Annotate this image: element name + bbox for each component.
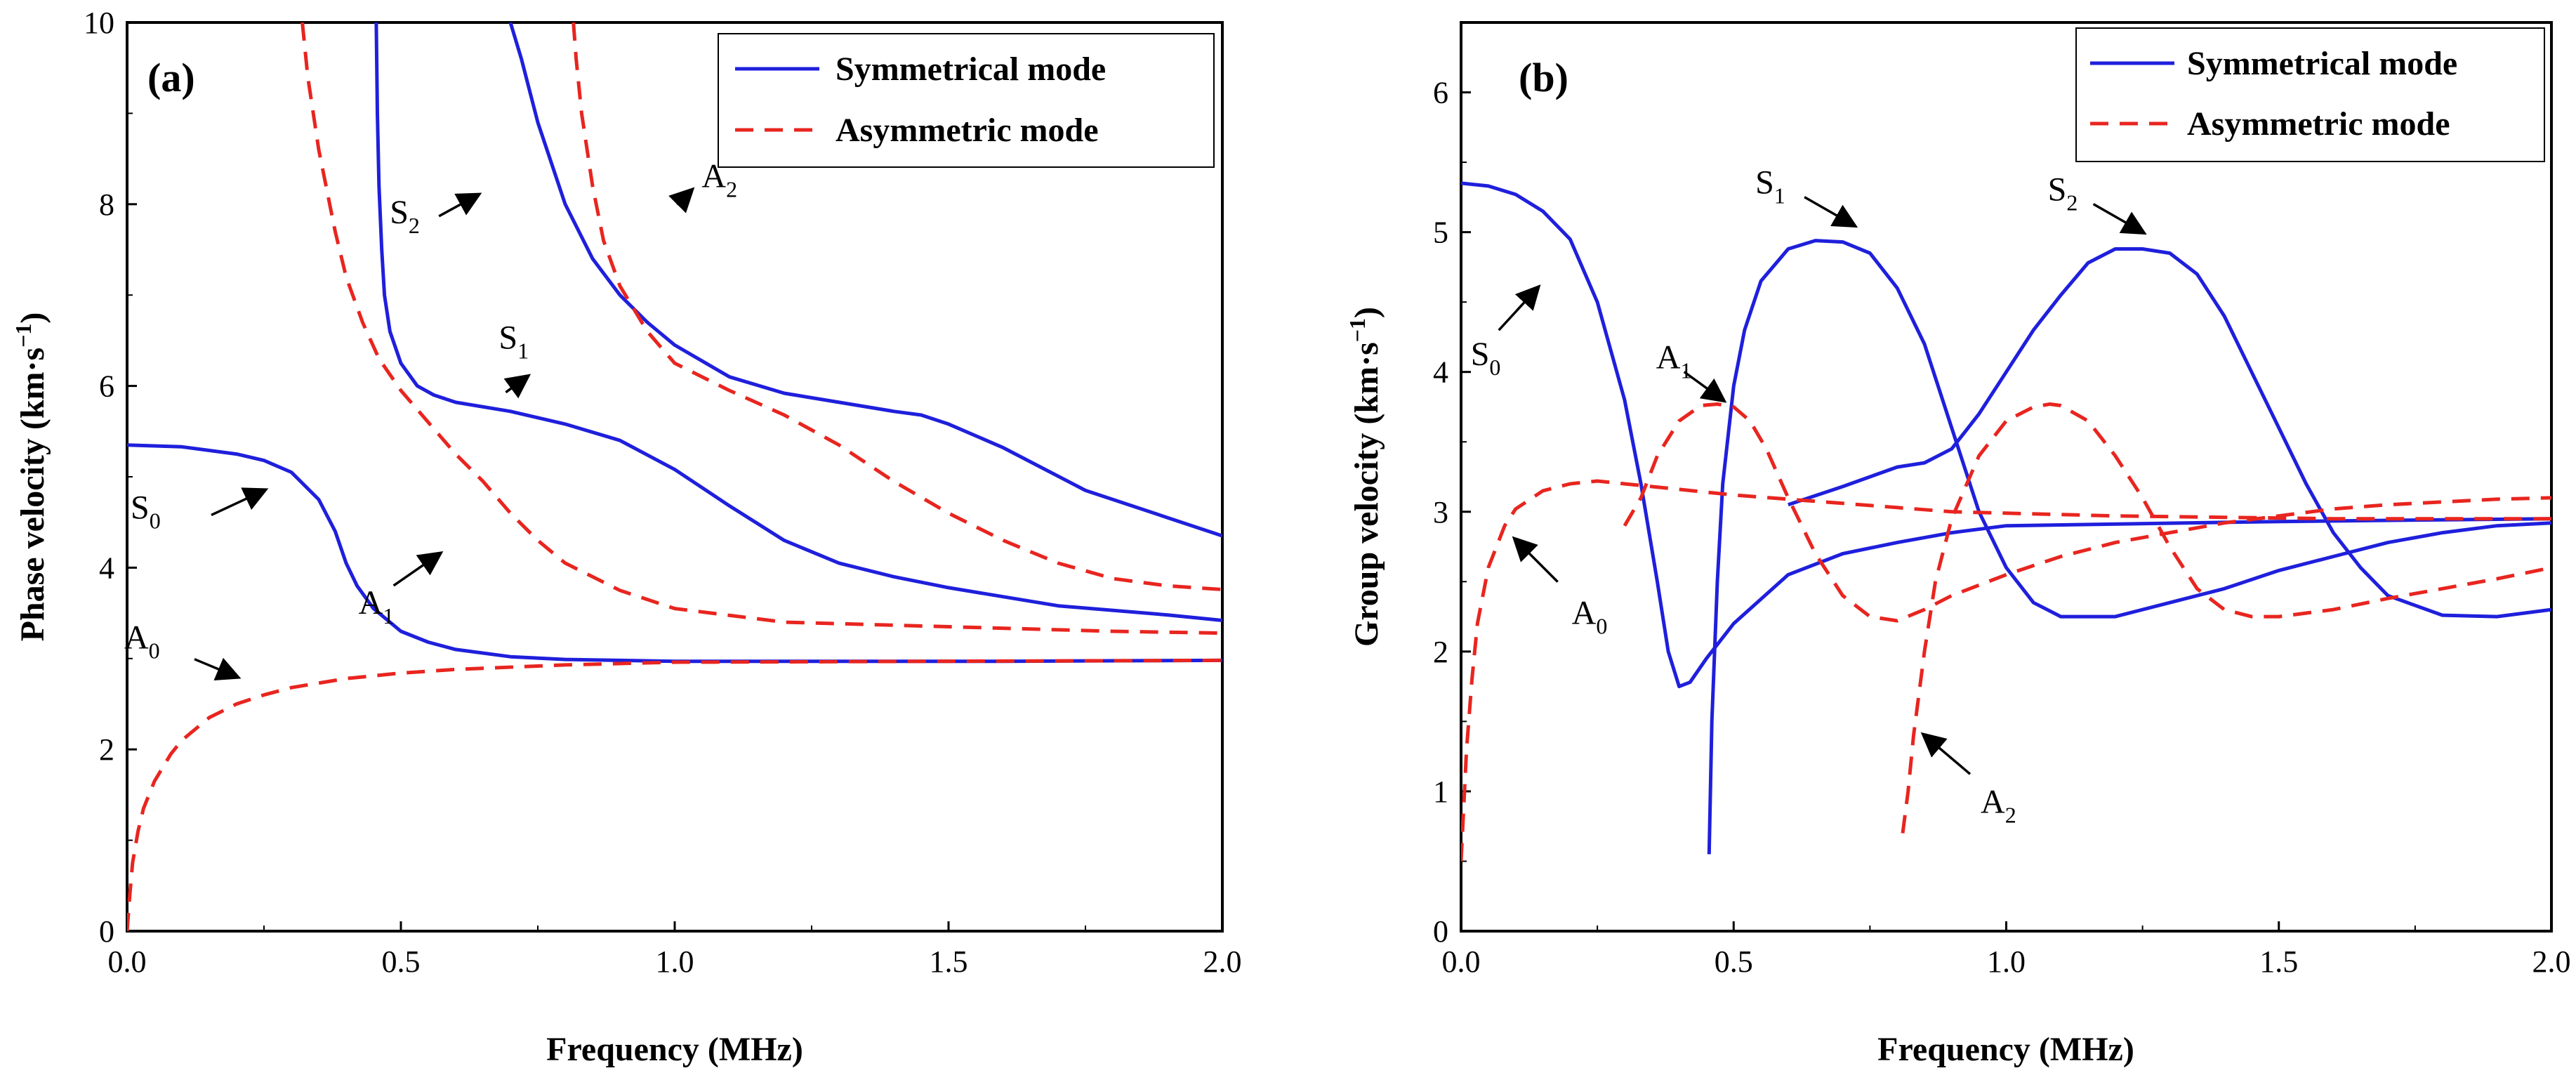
annotation-arrow-a-A0 bbox=[194, 657, 242, 681]
y-tick-label-a-4: 8 bbox=[99, 187, 114, 222]
panel-label-b: (b) bbox=[1519, 55, 1568, 100]
legend-label-symmetrical-a: Symmetrical mode bbox=[835, 51, 1106, 88]
annotation-label-b-A1: A1 bbox=[1656, 339, 1692, 383]
series-line-b-A2 bbox=[1901, 402, 2551, 834]
x-tick-label-a-1: 0.5 bbox=[382, 944, 421, 979]
series-line-b-S2 bbox=[1788, 247, 2551, 619]
legend-label-asymmetric-b: Asymmetric mode bbox=[2187, 105, 2450, 143]
x-tick-label-a-3: 1.5 bbox=[930, 944, 968, 979]
y-tick-label-a-2: 4 bbox=[99, 551, 114, 585]
y-tick-label-b-4: 4 bbox=[1433, 355, 1448, 390]
x-tick-label-a-0: 0.0 bbox=[108, 944, 147, 979]
x-tick-label-a-2: 1.0 bbox=[656, 944, 694, 979]
x-tick-label-b-4: 2.0 bbox=[2532, 944, 2571, 979]
annotation-label-a-A2: A2 bbox=[701, 157, 737, 202]
series-group-a bbox=[127, 22, 1222, 931]
panel-label-a: (a) bbox=[147, 55, 195, 100]
series-line-b-S0 bbox=[1461, 181, 2551, 689]
annotation-label-a-A0: A0 bbox=[124, 619, 160, 664]
annotation-arrow-b-A1 bbox=[1683, 371, 1727, 403]
y-tick-label-a-3: 6 bbox=[99, 369, 114, 404]
series-line-b-A1 bbox=[1623, 402, 2551, 623]
y-tick-label-a-0: 0 bbox=[99, 914, 114, 949]
y-tick-label-a-1: 2 bbox=[99, 732, 114, 767]
series-line-b-S1 bbox=[1707, 239, 2551, 855]
series-line-a-S1 bbox=[374, 22, 1222, 622]
panel-b: (b) Frequency (MHz) Group velocity (km·s… bbox=[1345, 21, 2571, 1068]
x-axis-title-a: Frequency (MHz) bbox=[546, 1031, 803, 1068]
y-axis-title-b-close: ) bbox=[1348, 307, 1385, 318]
y-tick-label-b-5: 5 bbox=[1433, 216, 1448, 250]
y-tick-label-a-5: 10 bbox=[84, 6, 114, 40]
annotation-label-a-S0: S0 bbox=[131, 489, 161, 533]
annotation-arrow-b-S2 bbox=[2092, 203, 2147, 235]
y-tick-label-b-3: 3 bbox=[1433, 495, 1448, 529]
x-axis-title-b: Frequency (MHz) bbox=[1877, 1031, 2134, 1068]
y-axis-title-a-close: ) bbox=[14, 312, 51, 324]
annotation-label-b-A0: A0 bbox=[1572, 595, 1608, 639]
legend-b: Symmetrical mode Asymmetric mode bbox=[2075, 27, 2545, 162]
annotation-label-b-A2: A2 bbox=[1981, 783, 2016, 827]
series-group-b bbox=[1461, 181, 2551, 862]
annotation-arrow-b-A0 bbox=[1512, 536, 1559, 583]
annotation-label-a-S2: S2 bbox=[390, 194, 420, 238]
annotation-label-a-S1: S1 bbox=[498, 320, 529, 364]
legend-a: Symmetrical mode Asymmetric mode bbox=[718, 33, 1215, 168]
x-tick-label-b-0: 0.0 bbox=[1442, 944, 1481, 979]
annotation-arrow-a-S1 bbox=[503, 374, 531, 399]
series-line-a-A0 bbox=[127, 658, 1222, 931]
x-tick-label-b-2: 1.0 bbox=[1987, 944, 2026, 979]
y-axis-title-a-main: Phase velocity (km·s bbox=[14, 348, 51, 642]
legend-label-symmetrical-b: Symmetrical mode bbox=[2187, 45, 2457, 82]
series-line-a-A1 bbox=[300, 22, 1222, 636]
y-axis-title-b: Group velocity (km·s−1) bbox=[1345, 307, 1385, 647]
y-tick-label-b-6: 6 bbox=[1433, 76, 1448, 110]
series-line-a-A2 bbox=[572, 22, 1222, 591]
legend-label-asymmetric-a: Asymmetric mode bbox=[835, 112, 1099, 149]
legend-box-a bbox=[718, 33, 1215, 168]
annotation-arrow-a-S0 bbox=[211, 487, 269, 516]
y-axis-title-b-main: Group velocity (km·s bbox=[1348, 342, 1385, 647]
annotation-label-a-A1: A1 bbox=[359, 584, 395, 628]
y-axis-title-b-sup: −1 bbox=[1345, 318, 1370, 342]
x-tick-label-b-3: 1.5 bbox=[2259, 944, 2298, 979]
y-tick-label-b-0: 0 bbox=[1433, 914, 1448, 949]
y-axis-title-a-sup: −1 bbox=[11, 324, 36, 348]
series-line-a-S2 bbox=[508, 22, 1222, 538]
x-tick-label-b-1: 0.5 bbox=[1715, 944, 1753, 979]
y-tick-label-b-2: 2 bbox=[1433, 635, 1448, 669]
annotation-arrow-a-S2 bbox=[438, 192, 482, 218]
annotation-arrow-a-A1 bbox=[392, 551, 444, 587]
panel-a: (a) Frequency (MHz) Phase velocity (km·s… bbox=[11, 6, 1242, 1068]
annotation-label-b-S2: S2 bbox=[2048, 171, 2078, 216]
annotation-arrow-b-S0 bbox=[1498, 284, 1541, 331]
x-tick-label-a-4: 2.0 bbox=[1203, 944, 1242, 979]
y-tick-label-b-1: 1 bbox=[1433, 775, 1448, 809]
legend-box-b bbox=[2075, 27, 2545, 162]
annotation-label-b-S1: S1 bbox=[1755, 164, 1785, 209]
annotation-arrow-a-A2 bbox=[668, 187, 695, 213]
annotation-label-b-S0: S0 bbox=[1471, 336, 1501, 380]
annotation-arrow-b-S1 bbox=[1804, 196, 1858, 228]
y-axis-title-a: Phase velocity (km·s−1) bbox=[11, 312, 51, 642]
annotation-arrow-b-A2 bbox=[1920, 732, 1971, 775]
